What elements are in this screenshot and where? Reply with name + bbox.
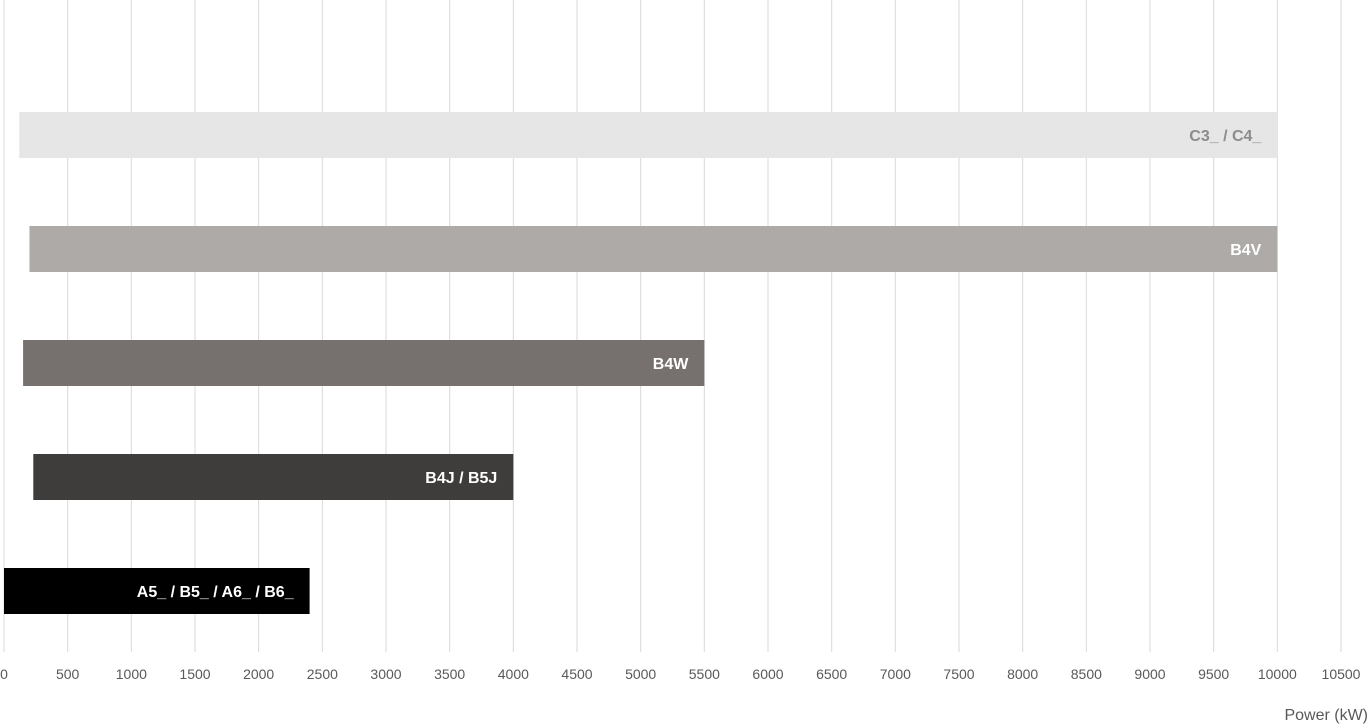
x-tick-label: 3500	[434, 666, 465, 682]
x-tick-label: 6500	[816, 666, 847, 682]
bar-label: B4J / B5J	[425, 470, 497, 487]
x-tick-label: 10000	[1258, 666, 1297, 682]
x-tick-label: 5000	[625, 666, 656, 682]
bar-label: B4W	[653, 356, 689, 373]
bar-label: C3_ / C4_	[1189, 128, 1262, 145]
x-tick-label: 7000	[880, 666, 911, 682]
x-tick-label: 2500	[307, 666, 338, 682]
x-tick-label: 4500	[561, 666, 592, 682]
x-tick-label: 9000	[1134, 666, 1165, 682]
x-tick-label: 4000	[498, 666, 529, 682]
bars: C3_ / C4_ B4V B4W B4J / B5J A5_ / B5_ / A6_ …	[4, 112, 1278, 614]
x-tick-label: 5500	[689, 666, 720, 682]
x-tick-label: 7500	[943, 666, 974, 682]
bar-label: B4V	[1230, 242, 1261, 259]
x-tick-label: 9500	[1198, 666, 1229, 682]
x-tick-label: 8000	[1007, 666, 1038, 682]
x-axis-label: Power (kW)	[1284, 707, 1368, 724]
x-tick-label: 8500	[1071, 666, 1102, 682]
x-tick-label: 10500	[1322, 666, 1361, 682]
x-tick-label: 500	[56, 666, 80, 682]
bar	[19, 112, 1278, 158]
x-tick-labels: 0 500 1000 1500 2000 2500 3000 3500 4000 4500 5000…	[0, 666, 1361, 682]
bar	[23, 340, 705, 386]
bar	[29, 226, 1278, 272]
x-tick-label: 6000	[752, 666, 783, 682]
x-tick-label: 0	[0, 666, 8, 682]
grid-lines	[3, 0, 1342, 652]
x-tick-label: 1500	[179, 666, 210, 682]
x-tick-label: 1000	[116, 666, 147, 682]
bar-label: A5_ / B5_ / A6_ / B6_	[137, 584, 295, 601]
bar	[33, 454, 514, 500]
x-tick-label: 3000	[370, 666, 401, 682]
x-tick-label: 2000	[243, 666, 274, 682]
bar	[4, 568, 310, 614]
